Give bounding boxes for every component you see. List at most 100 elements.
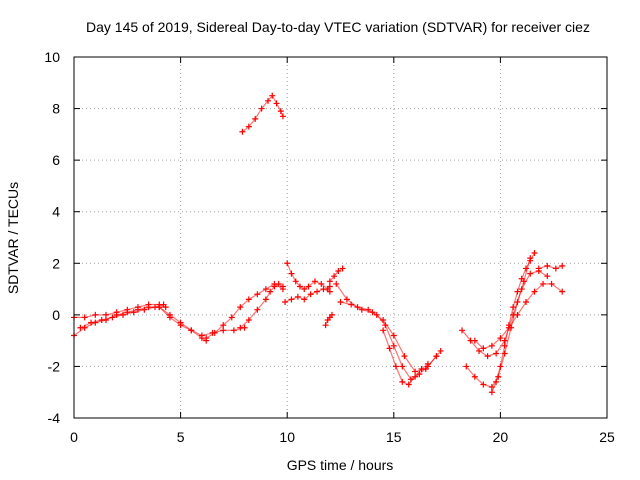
- data-point: [254, 306, 261, 313]
- y-tick-label: 10: [44, 49, 60, 65]
- data-point: [339, 265, 346, 272]
- data-point: [544, 273, 551, 280]
- data-point: [514, 311, 521, 318]
- data-point: [437, 347, 444, 354]
- data-point: [333, 280, 340, 287]
- data-point: [130, 309, 137, 316]
- data-point: [271, 283, 278, 290]
- data-point: [343, 296, 350, 303]
- series-sat-k: [322, 311, 335, 329]
- series-trace: [339, 301, 437, 373]
- series-trace: [329, 267, 344, 282]
- data-point: [390, 342, 397, 349]
- data-point: [102, 311, 109, 318]
- y-tick-label: 4: [52, 204, 60, 220]
- x-tick-label: 5: [177, 429, 185, 445]
- series-trace: [158, 306, 207, 342]
- data-point: [348, 301, 355, 308]
- data-point: [471, 337, 478, 344]
- data-point: [510, 304, 517, 311]
- data-point: [326, 288, 333, 295]
- data-point: [531, 288, 538, 295]
- x-tick-label: 0: [70, 429, 78, 445]
- series-trace: [325, 314, 333, 326]
- data-point: [505, 322, 512, 329]
- data-point: [328, 311, 335, 318]
- data-point: [335, 268, 342, 275]
- data-point: [559, 262, 566, 269]
- data-point: [527, 270, 534, 277]
- data-point: [459, 327, 466, 334]
- data-point: [237, 324, 244, 331]
- data-point: [282, 298, 289, 305]
- data-point: [265, 97, 272, 104]
- data-point: [471, 373, 478, 380]
- data-point: [305, 283, 312, 290]
- data-point: [267, 288, 274, 295]
- data-point: [134, 304, 141, 311]
- data-point: [294, 293, 301, 300]
- data-point: [514, 288, 521, 295]
- data-point: [254, 291, 261, 298]
- data-point: [392, 363, 399, 370]
- plot-frame: [73, 56, 608, 419]
- data-point: [98, 317, 105, 324]
- data-point: [237, 304, 244, 311]
- data-point: [109, 314, 116, 321]
- series-sat-q: [471, 280, 566, 352]
- series-sat-n: [380, 327, 431, 388]
- data-point: [277, 108, 284, 115]
- data-point: [326, 278, 333, 285]
- series-trace: [239, 283, 284, 329]
- data-point: [405, 381, 412, 388]
- grid: [74, 57, 607, 418]
- data-point: [527, 257, 534, 264]
- y-tick-label: -2: [48, 358, 61, 374]
- series-sat-p: [463, 255, 534, 391]
- x-tick-label: 15: [386, 429, 402, 445]
- series-trace: [474, 283, 563, 349]
- data-point: [358, 306, 365, 313]
- x-tick-label: 20: [493, 429, 509, 445]
- data-point: [369, 309, 376, 316]
- data-point: [493, 378, 500, 385]
- data-point: [337, 298, 344, 305]
- data-point: [497, 363, 504, 370]
- data-point: [245, 317, 252, 324]
- data-point: [252, 115, 259, 122]
- data-point: [476, 347, 483, 354]
- series-trace: [538, 265, 563, 269]
- data-point: [269, 92, 276, 99]
- series-sat-j: [326, 265, 346, 285]
- data-point: [501, 342, 508, 349]
- series-sat-i: [282, 286, 333, 305]
- data-point: [418, 366, 425, 373]
- data-point: [488, 342, 495, 349]
- series-sat-m: [337, 298, 440, 375]
- data-point: [230, 327, 237, 334]
- data-point: [120, 311, 127, 318]
- data-point: [307, 291, 314, 298]
- data-point: [211, 329, 218, 336]
- y-tick-label: 0: [52, 307, 60, 323]
- data-point: [480, 345, 487, 352]
- series-sat-h: [284, 260, 333, 293]
- data-point: [322, 322, 329, 329]
- data-point: [380, 317, 387, 324]
- data-point: [463, 363, 470, 370]
- x-axis-title: GPS time / hours: [287, 457, 394, 473]
- data-point: [141, 306, 148, 313]
- data-point: [488, 389, 495, 396]
- data-point: [145, 301, 152, 308]
- data-point: [239, 128, 246, 135]
- y-tick-label: 8: [52, 101, 60, 117]
- data-point: [535, 265, 542, 272]
- data-point: [88, 319, 95, 326]
- y-axis-title: SDTVAR / TECUs: [5, 182, 21, 294]
- data-point: [399, 363, 406, 370]
- data-point: [296, 283, 303, 290]
- axis-ticks: 0 5 10 15 20 25 -4 -2 0 2 4 6 8 10: [44, 49, 615, 445]
- series-sat-s: [535, 262, 566, 272]
- x-tick-label: 25: [599, 429, 615, 445]
- series-sat-g: [239, 92, 286, 135]
